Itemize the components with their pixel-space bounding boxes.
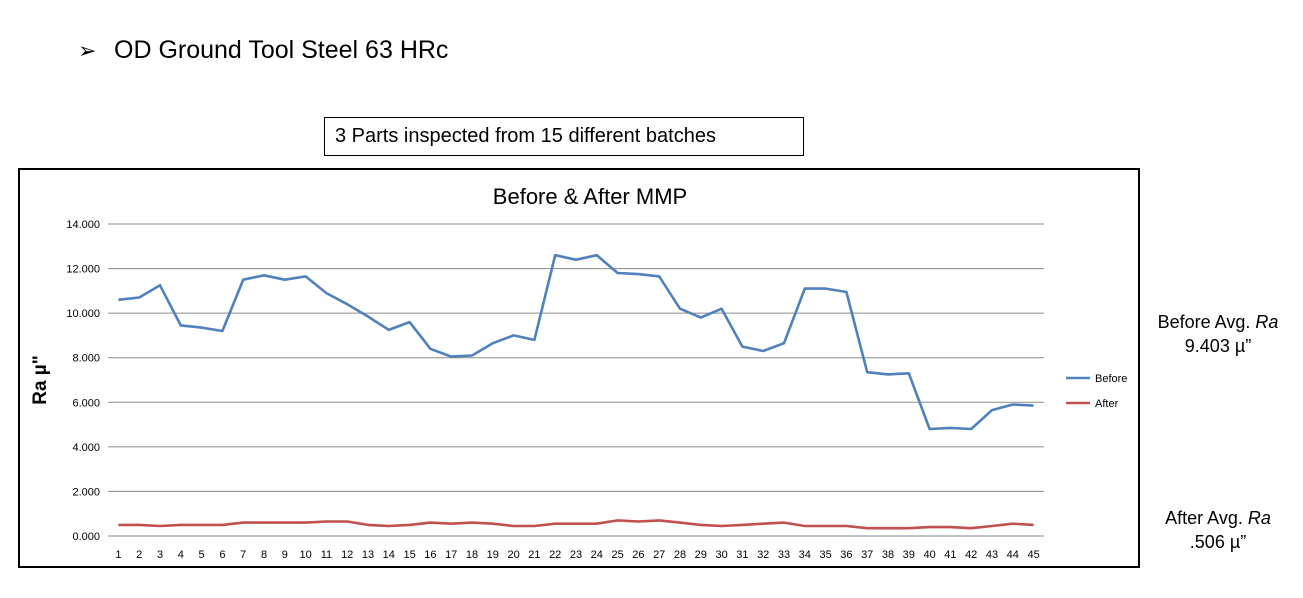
x-tick-label: 10 <box>299 549 311 561</box>
x-tick-label: 26 <box>632 549 644 561</box>
x-tick-label: 25 <box>611 549 623 561</box>
x-tick-label: 42 <box>965 549 977 561</box>
x-tick-label: 32 <box>757 549 769 561</box>
x-tick-label: 18 <box>466 549 478 561</box>
slide-title: ➢ OD Ground Tool Steel 63 HRc <box>78 36 448 65</box>
x-tick-label: 31 <box>736 549 748 561</box>
x-tick-label: 4 <box>178 549 184 561</box>
x-tick-label: 3 <box>157 549 163 561</box>
x-tick-label: 14 <box>383 549 395 561</box>
x-tick-label: 23 <box>570 549 582 561</box>
x-tick-label: 20 <box>507 549 519 561</box>
series-line-before <box>118 253 1034 431</box>
x-tick-label: 11 <box>321 549 332 561</box>
slide-title-text: OD Ground Tool Steel 63 HRc <box>114 36 449 64</box>
line-chart: Before & After MMP 0.000 2.000 4.000 6.000 8.… <box>30 184 1127 561</box>
x-tick-label: 19 <box>487 549 499 561</box>
x-tick-label: 28 <box>674 549 686 561</box>
x-tick-label: 43 <box>986 549 998 561</box>
y-tick-label: 6.000 <box>72 397 100 409</box>
legend-label-before: Before <box>1095 373 1127 385</box>
series-line-after <box>118 519 1034 530</box>
x-tick-label: 6 <box>219 549 225 561</box>
legend-label-after: After <box>1095 398 1119 410</box>
chart-title: Before & After MMP <box>493 184 687 209</box>
x-tick-label: 40 <box>923 549 935 561</box>
after-avg-ra: Ra <box>1247 508 1271 528</box>
y-tick-label: 8.000 <box>72 353 100 365</box>
arrow-bullet-icon: ➢ <box>78 39 97 64</box>
x-tick-label: 13 <box>362 549 374 561</box>
before-avg-ra: Ra <box>1255 312 1279 332</box>
x-tick-label: 34 <box>799 549 811 561</box>
x-tick-label: 9 <box>282 549 288 561</box>
after-average-note: After Avg. Ra .506 µ” <box>1143 506 1293 554</box>
x-tick-label: 44 <box>1007 549 1019 561</box>
x-tick-label: 17 <box>445 549 457 561</box>
after-avg-label: After Avg. <box>1165 508 1243 528</box>
x-tick-label: 36 <box>840 549 852 561</box>
x-tick-label: 1 <box>115 549 121 561</box>
caption-box: 3 Parts inspected from 15 different batc… <box>324 117 804 156</box>
x-tick-label: 27 <box>653 549 665 561</box>
x-tick-label: 8 <box>261 549 267 561</box>
x-tick-label: 5 <box>199 549 205 561</box>
x-tick-label: 39 <box>903 549 915 561</box>
x-tick-label: 2 <box>136 549 142 561</box>
x-tick-label: 35 <box>819 549 831 561</box>
y-axis-label: Ra µ" <box>30 355 51 405</box>
x-tick-label: 21 <box>528 549 540 561</box>
x-tick-label: 45 <box>1027 549 1039 561</box>
x-tick-label: 22 <box>549 549 561 561</box>
after-avg-value: .506 µ” <box>1189 532 1247 552</box>
y-tick-label: 4.000 <box>72 442 100 454</box>
x-tick-label: 24 <box>591 549 603 561</box>
x-tick-label: 30 <box>715 549 727 561</box>
x-tick-label: 37 <box>861 549 873 561</box>
x-tick-label: 38 <box>882 549 894 561</box>
x-tick-label: 7 <box>240 549 246 561</box>
y-tick-label: 10.000 <box>66 308 100 320</box>
x-tick-label: 41 <box>944 549 956 561</box>
y-tick-label: 2.000 <box>72 486 100 498</box>
before-avg-label: Before Avg. <box>1157 312 1251 332</box>
x-tick-label: 15 <box>403 549 415 561</box>
before-avg-value: 9.403 µ” <box>1184 336 1252 356</box>
y-tick-label: 12.000 <box>66 264 100 276</box>
chart-frame: Before & After MMP 0.000 2.000 4.000 6.000 8.… <box>18 168 1140 568</box>
before-average-note: Before Avg. Ra 9.403 µ” <box>1143 310 1293 358</box>
caption-text: 3 Parts inspected from 15 different batc… <box>335 125 716 147</box>
x-tick-label: 33 <box>778 549 790 561</box>
x-tick-label: 16 <box>424 549 436 561</box>
x-tick-label: 29 <box>695 549 707 561</box>
y-tick-label: 0.000 <box>72 531 100 543</box>
y-tick-label: 14.000 <box>66 219 100 231</box>
x-tick-label: 12 <box>341 549 353 561</box>
